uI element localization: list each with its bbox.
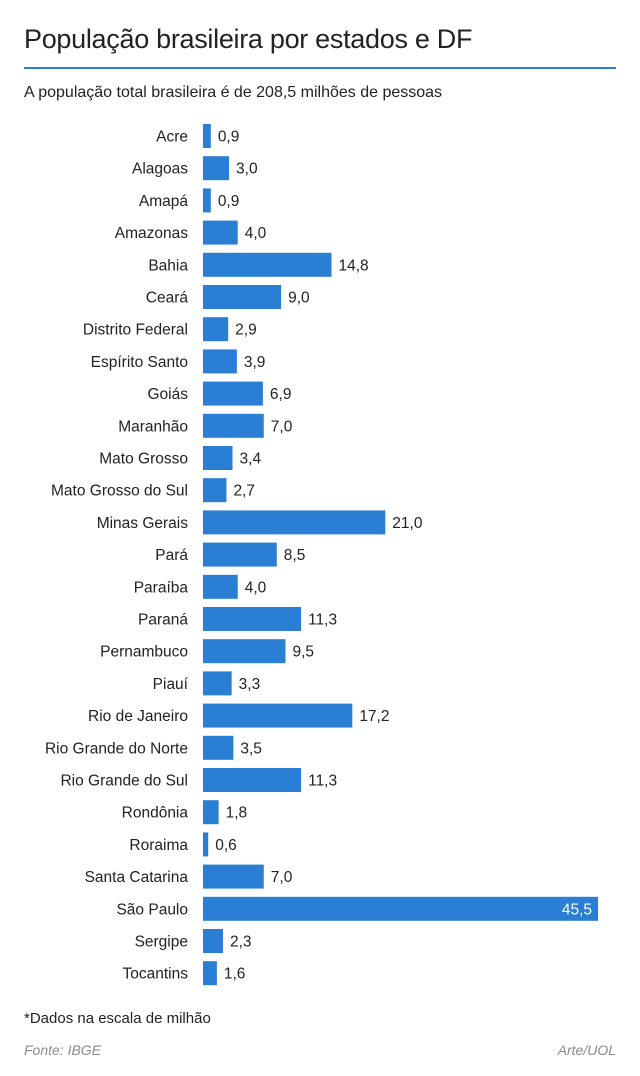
value-label: 0,6: [215, 837, 237, 854]
bar: [203, 124, 211, 148]
bar: [203, 156, 230, 181]
value-label: 7,0: [271, 869, 293, 886]
value-label: 45,5: [562, 901, 592, 918]
category-label: Alagoas: [132, 161, 188, 178]
source-note: Fonte: IBGE: [24, 1042, 102, 1058]
bar: [203, 639, 286, 664]
value-label: 6,9: [270, 386, 292, 403]
value-label: 11,3: [308, 612, 337, 629]
bar: [203, 252, 332, 277]
category-label: Rio Grande do Sul: [60, 773, 188, 790]
category-label: Goiás: [148, 386, 189, 403]
category-label: Amapá: [139, 193, 188, 210]
value-label: 1,6: [224, 966, 246, 983]
category-label: Santa Catarina: [85, 869, 189, 886]
bar: [203, 574, 238, 599]
value-label: 1,8: [226, 805, 248, 822]
category-label: Sergipe: [135, 934, 188, 951]
value-label: 7,0: [271, 418, 293, 435]
category-label: Roraima: [129, 837, 188, 854]
category-label: Ceará: [146, 290, 189, 307]
bar: [203, 832, 209, 857]
value-label: 3,9: [244, 354, 266, 371]
bar: [203, 542, 277, 567]
bar: [203, 317, 229, 342]
footnote: *Dados na escala de milhão: [24, 1010, 211, 1027]
bar: [203, 478, 227, 503]
value-label: 17,2: [359, 708, 389, 725]
category-label: São Paulo: [116, 901, 188, 918]
credit-note: Arte/UOL: [557, 1042, 616, 1058]
category-label: Rondônia: [122, 805, 189, 822]
bar: [203, 188, 211, 213]
category-label: Mato Grosso do Sul: [51, 483, 188, 500]
category-label: Rio Grande do Norte: [45, 740, 188, 757]
bar: [203, 929, 223, 953]
bar: [203, 961, 217, 986]
bar: [203, 800, 219, 825]
bar: [203, 607, 302, 631]
category-label: Espírito Santo: [91, 354, 188, 371]
value-label: 2,3: [230, 934, 252, 951]
value-label: 11,3: [308, 773, 337, 790]
bar: [203, 671, 232, 696]
category-label: Paraíba: [134, 579, 189, 596]
category-label: Tocantins: [123, 966, 189, 983]
value-label: 2,7: [233, 483, 255, 500]
value-label: 3,4: [240, 451, 262, 468]
bar: [203, 864, 264, 889]
bar: [203, 413, 264, 438]
category-label: Pernambuco: [100, 644, 188, 661]
bar: [203, 381, 263, 406]
bar: [203, 896, 598, 921]
value-label: 21,0: [392, 515, 423, 532]
category-label: Amazonas: [115, 225, 188, 242]
value-label: 8,5: [284, 547, 306, 564]
bar: [203, 735, 234, 760]
category-label: Maranhão: [118, 418, 188, 435]
value-label: 4,0: [245, 579, 267, 596]
bar: [203, 768, 302, 792]
category-label: Piauí: [153, 676, 189, 693]
category-label: Distrito Federal: [83, 322, 188, 339]
value-label: 3,3: [239, 676, 261, 693]
bar: [203, 285, 282, 309]
category-label: Minas Gerais: [97, 515, 189, 532]
category-label: Acre: [156, 129, 188, 146]
category-label: Pará: [155, 547, 188, 564]
title-underline: [24, 67, 616, 69]
bar: [203, 510, 386, 535]
value-label: 4,0: [245, 225, 267, 242]
value-label: 14,8: [338, 257, 368, 274]
value-label: 9,0: [288, 290, 310, 307]
category-label: Rio de Janeiro: [88, 708, 188, 725]
category-label: Bahia: [148, 257, 188, 274]
bar: [203, 220, 238, 245]
category-label: Paraná: [138, 612, 188, 629]
value-label: 3,5: [240, 740, 262, 757]
bar-chart: Acre 0,9 Alagoas 3,0 Amapá 0,9 Amazonas 4,0 Bahi…: [45, 124, 598, 986]
value-label: 2,9: [235, 322, 257, 339]
value-label: 0,9: [218, 193, 240, 210]
bar: [203, 703, 353, 728]
chart-title: População brasileira por estados e DF: [24, 24, 473, 54]
value-label: 0,9: [218, 129, 240, 146]
bar: [203, 349, 237, 374]
category-label: Mato Grosso: [99, 451, 188, 468]
value-label: 3,0: [236, 161, 258, 178]
chart-subtitle: A população total brasileira é de 208,5 …: [24, 84, 443, 101]
value-label: 9,5: [292, 644, 314, 661]
bar: [203, 446, 233, 470]
